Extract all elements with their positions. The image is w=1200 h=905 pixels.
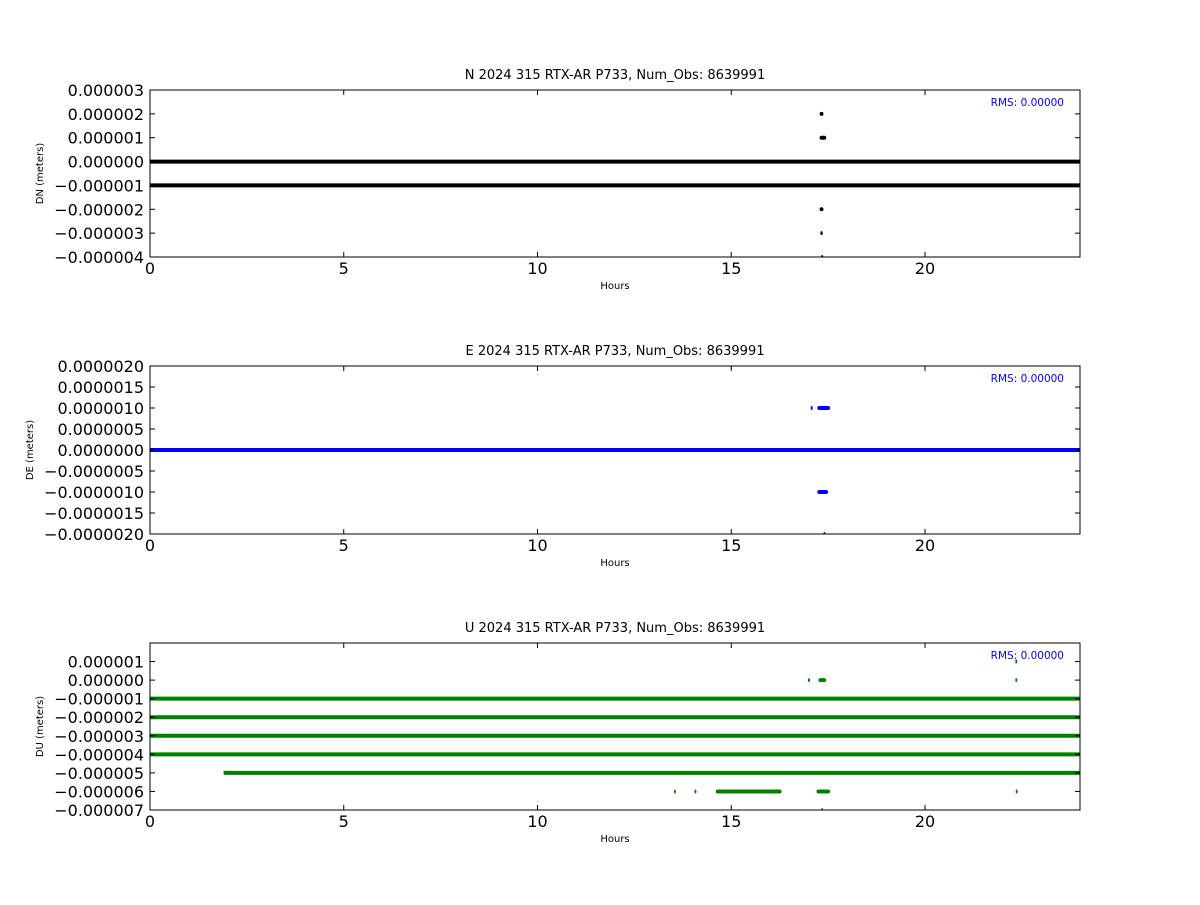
data-cluster-4 <box>820 231 823 236</box>
y-tick-label: 0.0000010 <box>57 399 144 418</box>
x-tick-label: 10 <box>527 259 547 278</box>
y-tick-label: −0.000004 <box>54 745 144 764</box>
y-tick-label: −0.0000005 <box>44 462 144 481</box>
rms-annotation: RMS: 0.00000 <box>991 97 1064 109</box>
data-cluster-9 <box>1015 789 1018 794</box>
data-cluster-1 <box>810 406 813 410</box>
data-cluster-3 <box>819 207 824 212</box>
y-tick-label: 0.0000020 <box>57 357 144 376</box>
plot-area <box>150 659 1080 810</box>
y-axis-label: DN (meters) <box>35 143 46 205</box>
y-tick-label: −0.000007 <box>54 801 144 820</box>
y-tick-label: 0.000001 <box>68 653 144 672</box>
chart-title: N 2024 315 RTX-AR P733, Num_Obs: 8639991 <box>465 68 765 83</box>
y-tick-label: 0.000002 <box>68 105 144 124</box>
data-cluster-8 <box>694 789 697 794</box>
x-tick-label: 20 <box>915 536 935 555</box>
chart-title: U 2024 315 RTX-AR P733, Num_Obs: 8639991 <box>465 621 765 636</box>
x-tick-label: 10 <box>527 536 547 555</box>
x-tick-label: 20 <box>915 259 935 278</box>
y-tick-label: −0.000003 <box>54 224 144 243</box>
y-tick-label: −0.0000010 <box>44 483 144 502</box>
y-tick-label: −0.000001 <box>54 690 144 709</box>
x-tick-label: 5 <box>339 536 349 555</box>
data-cluster-6 <box>816 789 831 794</box>
axes-frame <box>149 642 1081 811</box>
y-tick-label: 0.0000015 <box>57 378 144 397</box>
y-tick-label: −0.0000015 <box>44 504 144 523</box>
y-tick-label: −0.0000020 <box>44 525 144 544</box>
y-tick-label: 0.0000005 <box>57 420 144 439</box>
x-axis-label: Hours <box>600 558 629 569</box>
y-tick-label: −0.000001 <box>54 176 144 195</box>
data-cluster-2 <box>807 678 810 683</box>
x-tick-label: 20 <box>915 812 935 831</box>
chart-title: E 2024 315 RTX-AR P733, Num_Obs: 8639991 <box>466 344 765 359</box>
y-tick-label: −0.000003 <box>54 727 144 746</box>
data-cluster-3 <box>1015 678 1018 683</box>
y-tick-label: −0.000002 <box>54 708 144 727</box>
y-tick-label: −0.000005 <box>54 764 144 783</box>
x-axis-label: Hours <box>600 281 629 292</box>
y-axis-label: DE (meters) <box>25 420 36 480</box>
x-tick-label: 0 <box>145 259 155 278</box>
data-cluster-3 <box>817 490 829 494</box>
x-axis-label: Hours <box>600 834 629 845</box>
x-tick-label: 0 <box>145 536 155 555</box>
y-tick-label: 0.000001 <box>68 129 144 148</box>
x-tick-label: 5 <box>339 812 349 831</box>
y-axis-label: DU (meters) <box>35 696 46 757</box>
y-tick-label: −0.000004 <box>54 248 144 267</box>
plot-area <box>150 406 1080 534</box>
x-tick-label: 15 <box>721 536 741 555</box>
data-cluster-1 <box>818 678 827 683</box>
y-tick-label: 0.000003 <box>68 81 144 100</box>
data-cluster-1 <box>819 111 824 116</box>
panel-3: U 2024 315 RTX-AR P733, Num_Obs: 8639991… <box>35 621 1081 845</box>
x-tick-label: 15 <box>721 812 741 831</box>
y-tick-label: −0.000006 <box>54 782 144 801</box>
x-tick-label: 5 <box>339 259 349 278</box>
y-tick-label: 0.000000 <box>68 153 144 172</box>
x-tick-label: 0 <box>145 812 155 831</box>
y-tick-label: 0.0000000 <box>57 441 144 460</box>
plot-area <box>150 111 1080 257</box>
rms-annotation: RMS: 0.00000 <box>991 650 1064 662</box>
data-cluster-4 <box>1015 659 1018 664</box>
data-cluster-5 <box>715 789 782 794</box>
data-cluster-2 <box>817 406 831 410</box>
data-cluster-7 <box>673 789 676 794</box>
data-cluster-2 <box>819 135 827 140</box>
axes-frame <box>149 89 1081 258</box>
panel-2: E 2024 315 RTX-AR P733, Num_Obs: 8639991… <box>25 344 1081 569</box>
x-tick-label: 15 <box>721 259 741 278</box>
y-tick-label: −0.000002 <box>54 200 144 219</box>
x-tick-label: 10 <box>527 812 547 831</box>
panel-1: N 2024 315 RTX-AR P733, Num_Obs: 8639991… <box>35 68 1081 292</box>
rms-annotation: RMS: 0.00000 <box>991 373 1064 385</box>
y-tick-label: 0.000000 <box>68 671 144 690</box>
